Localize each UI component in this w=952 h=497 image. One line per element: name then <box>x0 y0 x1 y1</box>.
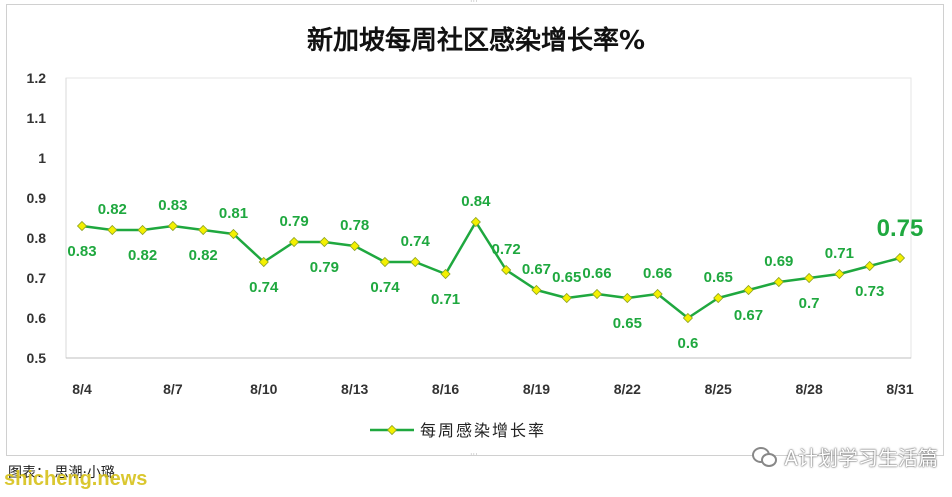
data-label: 0.72 <box>492 241 521 258</box>
data-label: 0.65 <box>704 269 733 286</box>
data-label: 0.65 <box>613 315 642 332</box>
data-point <box>682 312 693 324</box>
legend-label: 每周感染增长率 <box>420 421 546 440</box>
data-label: 0.66 <box>643 265 672 282</box>
data-point <box>864 260 875 272</box>
data-point <box>713 292 724 304</box>
data-point <box>167 220 178 232</box>
data-point <box>410 256 421 268</box>
x-tick-label: 8/31 <box>886 381 913 397</box>
data-point <box>531 284 542 296</box>
chart-title: 新加坡每周社区感染增长率% <box>306 26 646 56</box>
y-tick-label: 0.7 <box>27 270 47 286</box>
resize-handle-top[interactable]: ··· <box>470 0 478 6</box>
data-point <box>804 272 815 284</box>
data-point <box>894 252 906 264</box>
x-tick-label: 8/25 <box>705 381 732 397</box>
data-point <box>622 292 633 304</box>
data-point <box>440 268 451 280</box>
y-tick-label: 1 <box>38 150 46 166</box>
x-tick-label: 8/19 <box>523 381 550 397</box>
data-point <box>107 224 118 236</box>
data-label: 0.66 <box>582 265 611 282</box>
data-label: 0.67 <box>734 307 763 324</box>
data-label: 0.65 <box>552 269 581 286</box>
data-label: 0.82 <box>128 247 157 264</box>
data-point <box>834 268 845 280</box>
y-tick-label: 0.8 <box>27 230 47 246</box>
data-label: 0.71 <box>431 291 460 308</box>
wechat-icon <box>752 446 778 467</box>
data-label: 0.75 <box>877 215 924 242</box>
data-point <box>289 236 300 248</box>
wechat-account-name: A计划学习生活篇 <box>784 446 938 470</box>
data-point <box>137 224 148 236</box>
data-label: 0.83 <box>158 197 187 214</box>
data-label: 0.82 <box>189 247 218 264</box>
x-tick-label: 8/7 <box>163 381 183 397</box>
y-tick-label: 1.1 <box>27 110 47 126</box>
data-label: 0.79 <box>310 259 339 276</box>
data-point <box>228 228 239 240</box>
data-label: 0.79 <box>279 213 308 230</box>
data-point <box>76 220 88 232</box>
data-label: 0.67 <box>522 261 551 278</box>
data-label: 0.71 <box>825 245 854 262</box>
data-label: 0.74 <box>249 279 279 296</box>
data-point <box>198 224 209 236</box>
data-label: 0.74 <box>401 233 431 250</box>
x-tick-label: 8/16 <box>432 381 459 397</box>
data-label: 0.82 <box>98 201 127 218</box>
data-point <box>652 288 663 300</box>
data-point <box>319 236 330 248</box>
data-point <box>501 264 512 276</box>
x-tick-label: 8/28 <box>795 381 822 397</box>
resize-handle-bottom[interactable]: ··· <box>470 450 478 459</box>
plot-area <box>65 77 912 359</box>
data-point <box>379 256 391 268</box>
x-tick-label: 8/10 <box>250 381 277 397</box>
data-point <box>743 284 754 296</box>
data-label: 0.83 <box>67 243 96 260</box>
y-tick-label: 1.2 <box>27 70 47 86</box>
data-label: 0.74 <box>370 279 400 296</box>
data-point <box>470 216 481 228</box>
data-point <box>561 292 572 304</box>
data-label: 0.81 <box>219 205 248 222</box>
series-line <box>81 220 901 320</box>
data-label: 0.69 <box>764 253 793 270</box>
x-tick-label: 8/4 <box>72 381 92 397</box>
data-label: 0.73 <box>855 283 884 300</box>
y-tick-label: 0.9 <box>27 190 47 206</box>
watermark-text: shicheng.news <box>4 468 148 490</box>
x-tick-label: 8/22 <box>614 381 641 397</box>
wechat-watermark: A计划学习生活篇 <box>752 442 938 471</box>
chart-frame <box>6 4 944 456</box>
data-label: 0.78 <box>340 217 369 234</box>
legend-marker <box>386 424 398 436</box>
chart-caption: 图表： 思潮·小璐 <box>8 465 115 481</box>
data-label: 0.84 <box>461 193 491 210</box>
data-point <box>773 276 784 288</box>
data-point <box>349 240 360 252</box>
y-tick-label: 0.5 <box>27 350 47 366</box>
data-point <box>591 288 603 300</box>
data-label: 0.7 <box>799 295 820 312</box>
data-point <box>258 256 269 268</box>
data-label: 0.6 <box>677 335 698 352</box>
y-tick-label: 0.6 <box>27 310 47 326</box>
x-tick-label: 8/13 <box>341 381 368 397</box>
